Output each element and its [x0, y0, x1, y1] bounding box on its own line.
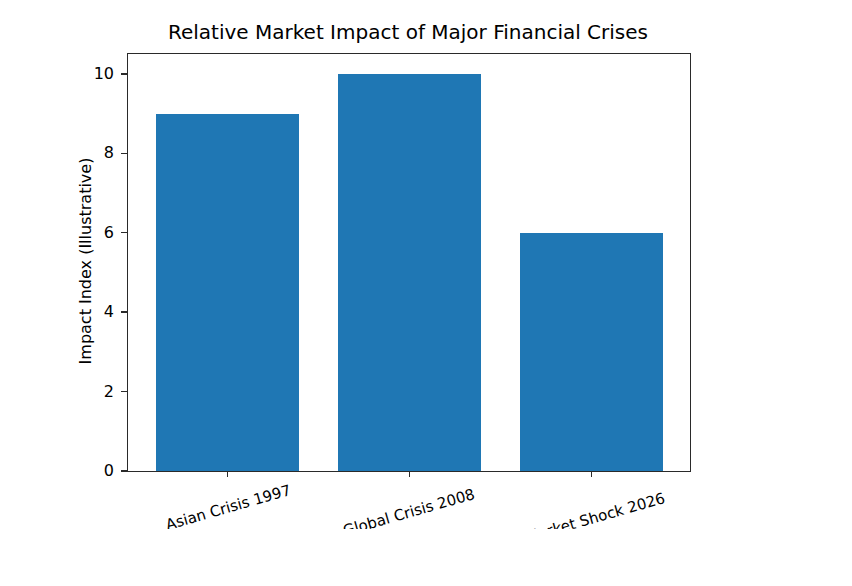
bar-asian-crisis-1997 — [156, 114, 299, 471]
y-tick-label-6: 6 — [52, 223, 114, 243]
x-tick-mark-market-shock-2026 — [591, 471, 592, 477]
y-tick-mark-4 — [121, 311, 127, 312]
figure-canvas: Relative Market Impact of Major Financia… — [0, 0, 852, 586]
y-tick-mark-10 — [121, 73, 127, 74]
y-tick-mark-2 — [121, 391, 127, 392]
y-tick-label-0: 0 — [52, 461, 114, 481]
y-tick-label-4: 4 — [52, 302, 114, 322]
x-tick-mark-global-crisis-2008 — [409, 471, 410, 477]
y-tick-label-10: 10 — [52, 64, 114, 84]
x-tick-label-market-shock-2026: Market Shock 2026 — [523, 490, 667, 529]
y-tick-label-8: 8 — [52, 143, 114, 163]
y-tick-mark-0 — [121, 470, 127, 471]
plot-area: 0246810 — [127, 53, 691, 472]
bar-market-shock-2026 — [520, 233, 663, 471]
y-tick-label-2: 2 — [52, 382, 114, 402]
y-tick-mark-8 — [121, 153, 127, 154]
y-tick-mark-6 — [121, 232, 127, 233]
figure-clip-region: Relative Market Impact of Major Financia… — [0, 0, 852, 529]
x-tick-label-global-crisis-2008: Global Crisis 2008 — [341, 486, 477, 529]
bar-global-crisis-2008 — [338, 74, 481, 471]
x-tick-label-asian-crisis-1997: Asian Crisis 1997 — [164, 482, 293, 529]
chart-title: Relative Market Impact of Major Financia… — [127, 20, 689, 44]
x-tick-mark-asian-crisis-1997 — [227, 471, 228, 477]
y-axis-label: Impact Index (Illustrative) — [77, 158, 95, 365]
